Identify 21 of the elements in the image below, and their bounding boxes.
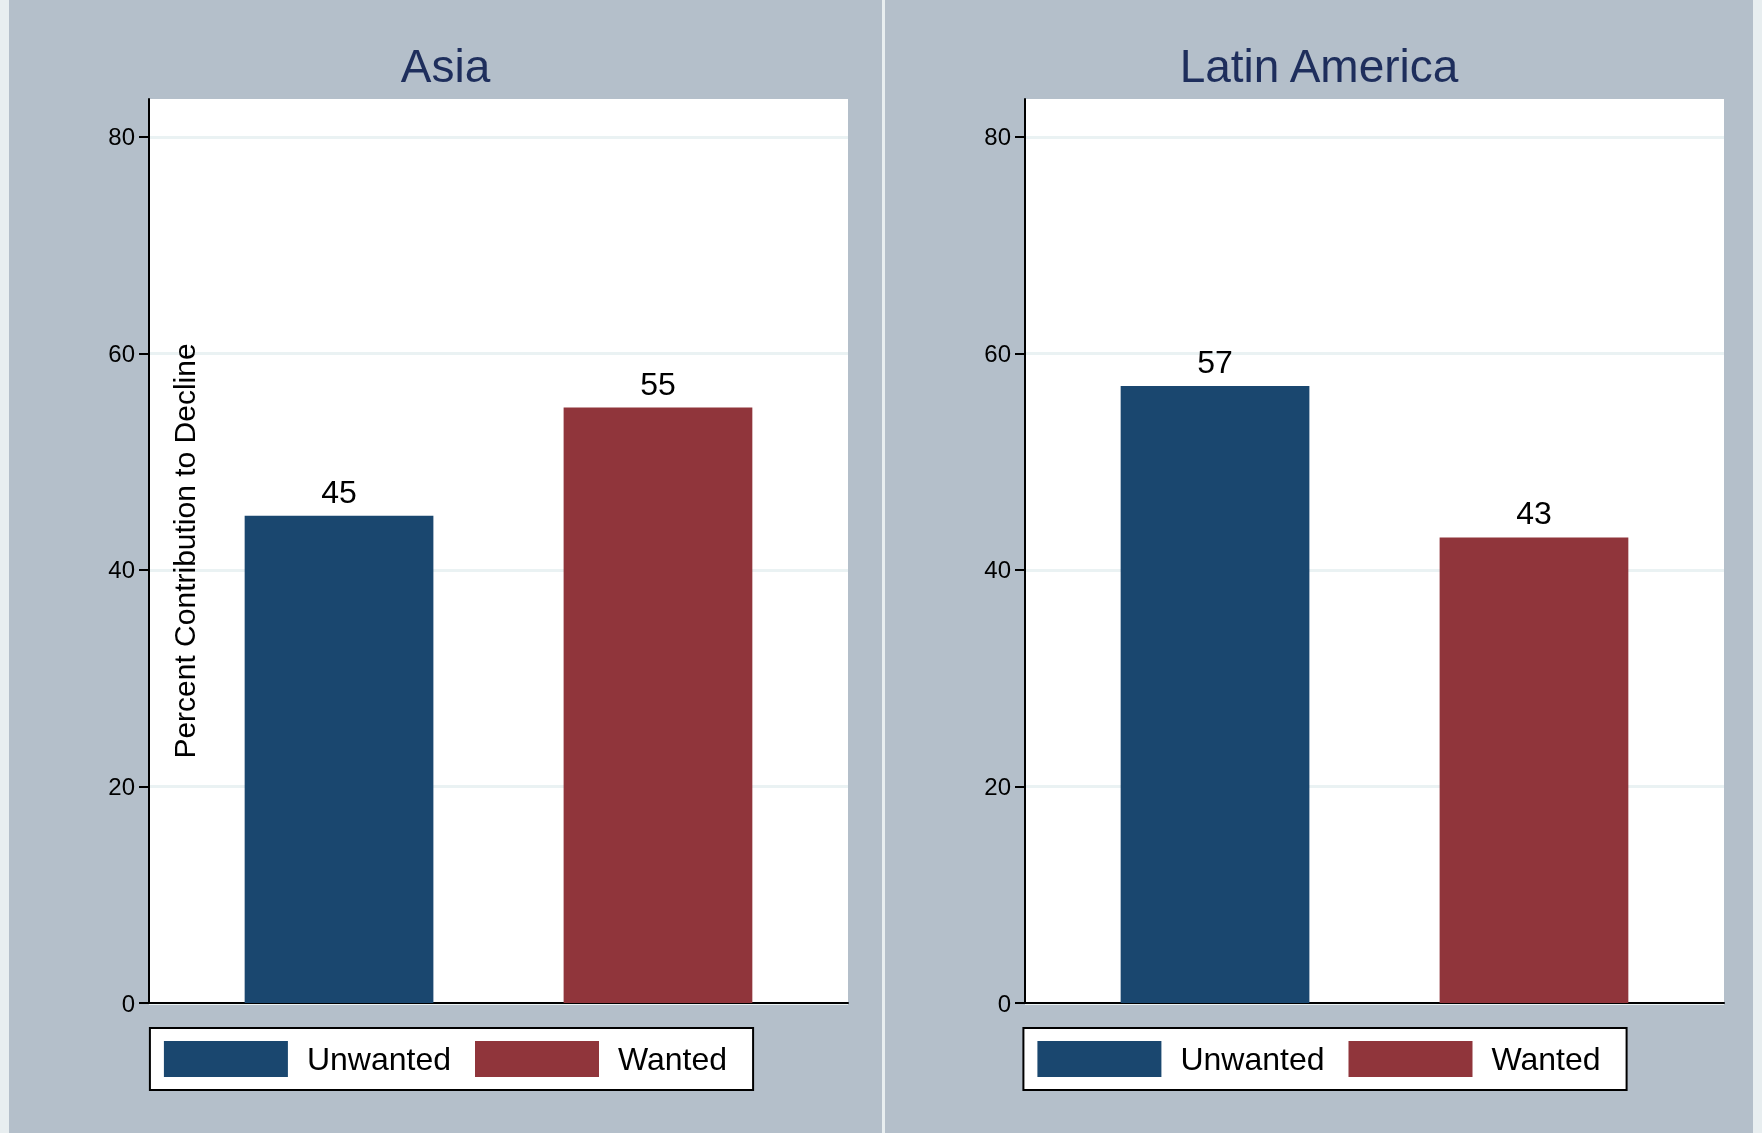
legend-label: Wanted <box>618 1041 728 1077</box>
data-label: 45 <box>321 473 357 510</box>
y-tick-label: 0 <box>997 989 1011 1017</box>
y-tick-label: 0 <box>121 989 135 1017</box>
y-tick-label: 60 <box>984 339 1011 367</box>
y-tick-label: 40 <box>984 556 1011 584</box>
legend-label: Wanted <box>1491 1041 1601 1077</box>
legend-label: Unwanted <box>306 1041 451 1077</box>
chart-title: Latin America <box>1179 40 1459 92</box>
data-label: 55 <box>640 365 676 402</box>
y-tick-label: 20 <box>108 772 135 800</box>
y-tick-label: 60 <box>108 339 135 367</box>
legend-label: Unwanted <box>1180 1041 1325 1077</box>
y-tick-label: 40 <box>108 556 135 584</box>
chart-title: Asia <box>400 40 491 92</box>
data-label: 43 <box>1516 495 1552 532</box>
y-tick-label: 80 <box>108 123 135 151</box>
data-label: 57 <box>1197 343 1233 380</box>
y-tick-label: 20 <box>984 772 1011 800</box>
y-axis-title: Percent Contribution to Decline <box>167 343 201 759</box>
y-tick-label: 80 <box>984 123 1011 151</box>
